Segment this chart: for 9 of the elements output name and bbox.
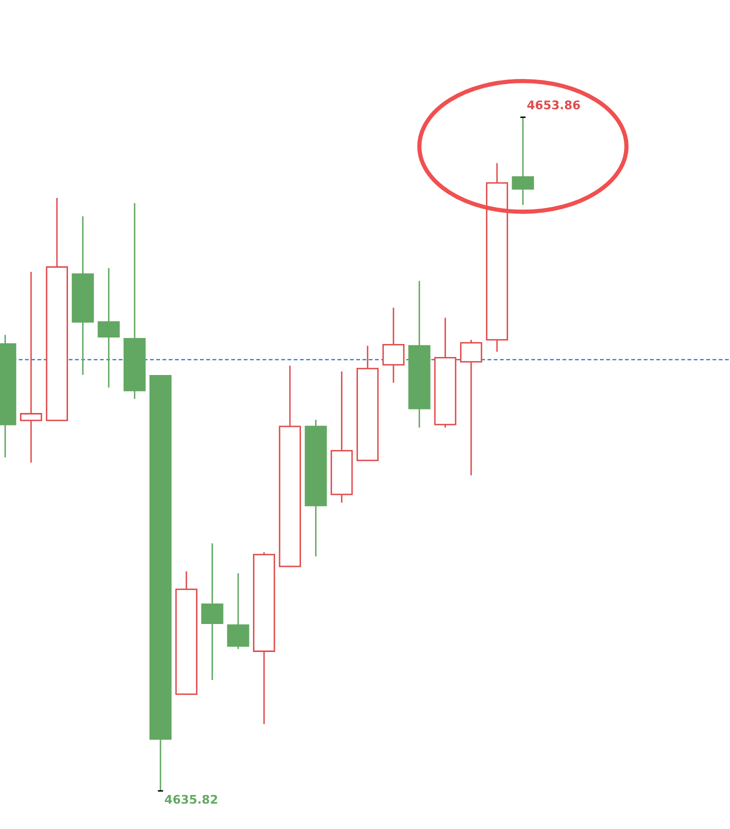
candlestick	[98, 267, 120, 388]
annotation: 4635.82	[164, 794, 218, 804]
candlestick	[512, 116, 534, 206]
candlestick	[460, 339, 482, 476]
candlestick	[382, 307, 405, 384]
candlestick	[227, 572, 250, 650]
candlestick	[20, 271, 42, 464]
candlestick	[201, 542, 224, 681]
annotation: 4653.86	[527, 100, 580, 110]
